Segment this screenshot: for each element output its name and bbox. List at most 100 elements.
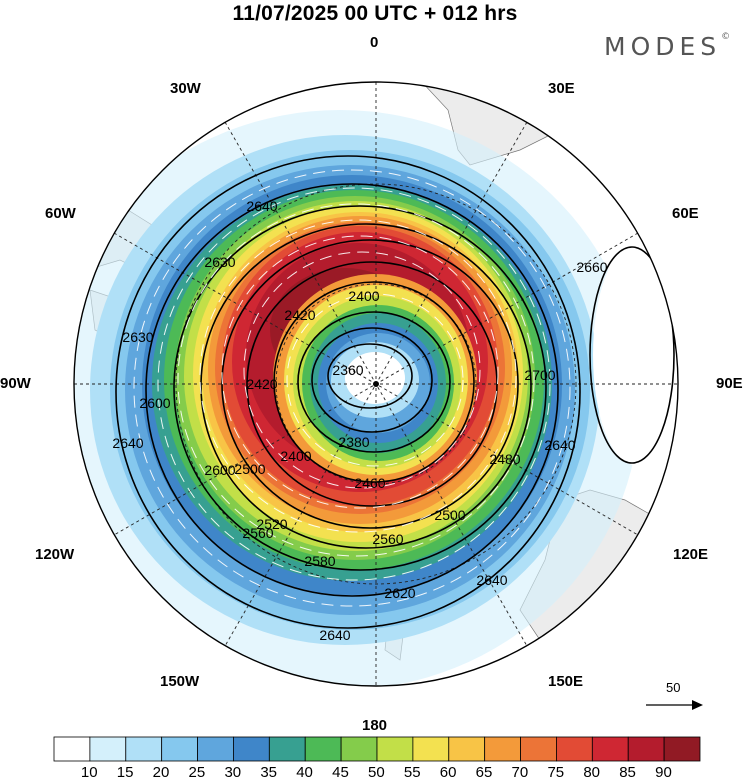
colorbar-tick-label: 70	[511, 764, 529, 781]
lon-label-180: 180	[362, 717, 388, 734]
lon-label-60e: 60E	[672, 205, 699, 222]
colorbar-swatch	[556, 736, 593, 762]
contour-2600	[145, 183, 559, 597]
wind-streamline	[221, 235, 499, 509]
colorbar-swatch	[304, 736, 342, 762]
contour-label: 2420	[284, 307, 315, 323]
lon-label-150e: 150E	[548, 673, 584, 690]
wind-streamline	[286, 293, 464, 467]
contour-2480	[221, 239, 519, 529]
colorbar-swatch	[197, 736, 234, 762]
contour-2380	[311, 327, 433, 433]
contour-label: 2640	[544, 437, 575, 453]
wind-vectors	[133, 169, 571, 607]
colorbar-tick-label: 40	[296, 764, 313, 781]
contour-label: 2700	[524, 367, 555, 383]
contour-2420	[273, 281, 475, 483]
contour-label: 2360	[332, 362, 363, 378]
colorbar-tick-label: 80	[583, 764, 601, 781]
contour-label: 2630	[204, 254, 235, 270]
colorbar-tick-label: 90	[655, 764, 672, 781]
wind-speed-fill	[74, 110, 677, 686]
colorbar-swatch	[627, 736, 665, 762]
wind-streamline	[199, 219, 517, 533]
lon-label-60w: 60W	[45, 205, 76, 222]
colorbar	[53, 736, 701, 762]
contour-2520	[200, 223, 532, 549]
lon-label-120w: 120W	[35, 546, 75, 563]
contour-label: 2660	[576, 259, 607, 275]
colorbar-tick-label: 25	[188, 764, 206, 781]
colorbar-tick-label: 30	[224, 764, 242, 781]
wind-streamline	[177, 203, 535, 557]
contour-label: 2580	[304, 553, 335, 569]
contour-2660	[589, 246, 675, 464]
map-boundary	[73, 81, 679, 687]
contour-label: 2500	[234, 461, 265, 477]
colorbar-tick-label: 50	[368, 764, 385, 781]
vector-reference	[646, 700, 703, 710]
contour-label-group: 2360 2380 2400 2400 2420 2420 2460 2480 …	[112, 198, 607, 643]
colorbar-swatch	[412, 736, 450, 762]
colorbar-swatch	[340, 736, 378, 762]
colorbar-tick-label: 45	[332, 764, 349, 781]
colorbar-tick-label: 10	[80, 764, 98, 781]
colorbar-tick-label: 55	[403, 764, 421, 781]
contour-2640	[115, 155, 581, 629]
map-title: 11/07/2025 00 UTC + 012 hrs	[232, 2, 518, 25]
colorbar-swatch	[233, 736, 270, 762]
contour-label: 2400	[348, 288, 379, 304]
contour-label: 2560	[372, 531, 403, 547]
colorbar-tick-label: 20	[152, 764, 170, 781]
colorbar-tick-label: 35	[260, 764, 278, 781]
brand-name: MODES	[604, 32, 722, 61]
east-cutoff-low	[593, 245, 677, 465]
contour-label: 2600	[139, 395, 170, 411]
contour-label: 2640	[319, 627, 350, 643]
lon-label-120e: 120E	[673, 546, 709, 563]
contour-label: 2400	[280, 448, 311, 464]
colorbar-swatch	[448, 736, 486, 762]
wind-streamline	[157, 187, 551, 581]
lon-label-150w: 150W	[160, 673, 200, 690]
contour-2460	[246, 261, 498, 507]
contour-label: 2630	[122, 329, 153, 345]
contour-label: 2520	[256, 516, 287, 532]
colorbar-swatch	[376, 736, 414, 762]
colorbar-swatch	[125, 736, 163, 762]
colorbar-tick-label: 15	[116, 764, 134, 781]
colorbar-swatch	[53, 736, 91, 762]
colorbar-swatch	[268, 736, 306, 762]
colorbar-tick-label: 75	[547, 764, 565, 781]
contour-2360	[327, 343, 413, 409]
contour-label: 2380	[338, 434, 369, 450]
arrow-right-head	[692, 700, 703, 710]
vector-reference-label: 50	[666, 680, 681, 695]
contour-label: 2500	[434, 507, 465, 523]
colorbar-tick-label: 65	[475, 764, 493, 781]
copyright-mark: ©	[721, 32, 731, 42]
colorbar-swatch	[591, 736, 629, 762]
contour-label: 2640	[112, 435, 143, 451]
lon-label-30w: 30W	[170, 80, 201, 97]
colorbar-swatch	[520, 736, 557, 762]
wind-streamline	[243, 251, 481, 489]
map-disc: 2360 2380 2400 2400 2420 2420 2460 2480 …	[74, 82, 678, 686]
contour-label: 2480	[489, 451, 520, 467]
lon-label-90w: 90W	[0, 375, 31, 392]
contour-label: 2560	[242, 525, 273, 541]
wind-streamline	[133, 169, 571, 607]
colorbar-tick-label: 60	[439, 764, 457, 781]
lon-label-90e: 90E	[716, 375, 743, 392]
lon-label-0: 0	[370, 34, 379, 51]
colorbar-swatch	[161, 736, 198, 762]
brand-logo: MODES©	[604, 32, 730, 61]
contour-label: 2420	[246, 376, 277, 392]
contour-2400	[297, 311, 451, 453]
north-pole-marker	[373, 381, 379, 387]
colorbar-swatch	[89, 736, 127, 762]
contour-label: 2640	[246, 198, 277, 214]
colorbar-swatch	[484, 736, 521, 762]
